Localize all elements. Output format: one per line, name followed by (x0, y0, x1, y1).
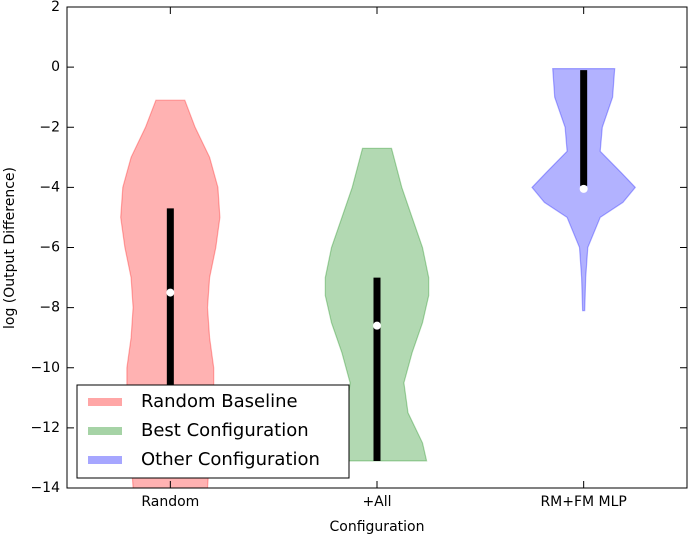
y-tick-label: −10 (30, 360, 60, 376)
y-tick-label: −2 (39, 119, 60, 135)
y-tick-label: 0 (51, 59, 60, 75)
y-tick-label: 2 (51, 0, 60, 15)
x-tick-label: +All (362, 494, 391, 510)
x-tick-label: Random (141, 494, 199, 510)
legend-swatch (88, 398, 122, 406)
x-axis-label: Configuration (330, 519, 425, 535)
y-tick-label: −12 (30, 420, 60, 436)
y-tick-label: −14 (30, 480, 60, 496)
median-dot (373, 321, 381, 330)
x-tick-label: RM+FM MLP (540, 494, 626, 510)
legend-text: Other Configuration (141, 449, 320, 470)
legend-text: Random Baseline (141, 391, 298, 412)
y-tick-label: −8 (39, 300, 60, 316)
legend-swatch (88, 427, 122, 435)
y-tick-label: −4 (39, 179, 60, 195)
legend-box (76, 384, 350, 479)
legend-text: Best Configuration (141, 420, 309, 441)
legend-swatch (88, 456, 122, 464)
y-tick-label: −6 (39, 240, 60, 256)
median-dot (166, 288, 175, 297)
y-axis-label: log (Output Difference) (2, 167, 18, 329)
median-dot (579, 184, 588, 193)
